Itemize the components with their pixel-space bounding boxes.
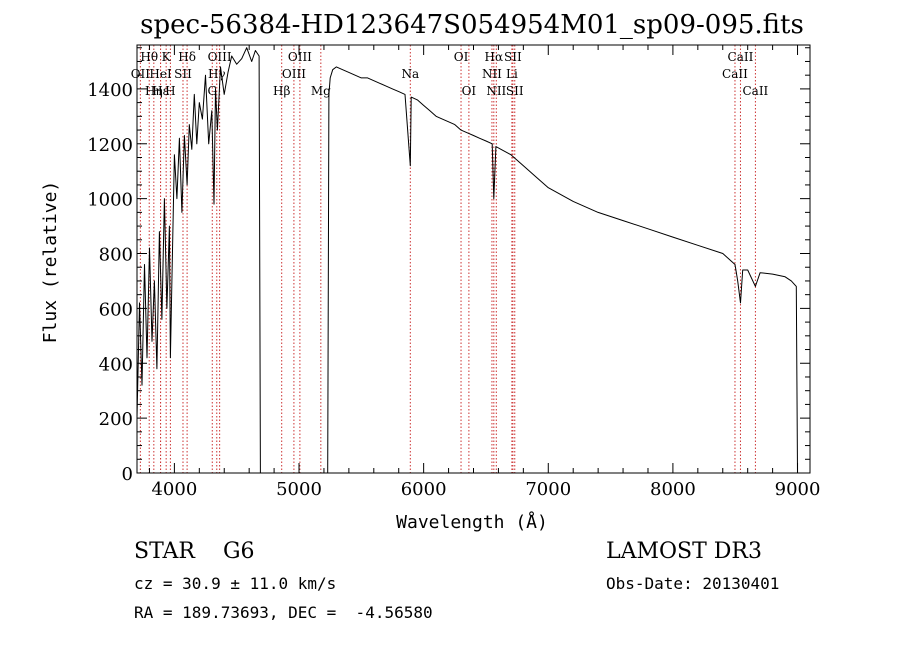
line-label-18: OI <box>462 84 477 98</box>
line-label-16: Na <box>401 67 419 81</box>
line-label-22: Li <box>506 67 518 81</box>
line-label-17: OI <box>454 50 469 64</box>
line-label-5: HeI <box>149 67 172 81</box>
line-label-27: CaII <box>742 84 768 98</box>
y-tick-label-1: 200 <box>99 409 133 430</box>
line-label-21: NII <box>482 67 502 81</box>
spectrum-layer <box>136 47 798 474</box>
line-marker-layer <box>139 45 756 473</box>
line-label-15: Mg <box>311 84 331 98</box>
y-tick-label-4: 800 <box>99 245 133 266</box>
line-label-10: Hγ <box>208 67 226 81</box>
spectrum-line <box>136 47 798 474</box>
y-tick-label-7: 1400 <box>87 80 133 101</box>
y-tick-label-3: 600 <box>99 299 133 320</box>
y-tick-label-5: 1000 <box>87 190 133 211</box>
x-tick-label-3: 7000 <box>525 479 571 500</box>
line-label-23: NII <box>486 84 506 98</box>
line-label-25: CaII <box>728 50 754 64</box>
x-axis-label: Wavelength (Å) <box>396 511 548 533</box>
line-label-2: Hη <box>145 84 163 98</box>
line-label-7: H <box>165 84 175 98</box>
line-label-20: SII <box>504 50 522 64</box>
line-label-12: OIII <box>288 50 312 64</box>
x-tick-label-4: 8000 <box>650 479 696 500</box>
chart-title: spec-56384-HD123647S054954M01_sp09-095.f… <box>140 10 804 40</box>
obs-date: Obs-Date: 20130401 <box>606 574 780 593</box>
y-tick-label-0: 0 <box>122 464 133 485</box>
x-tick-label-1: 5000 <box>276 479 322 500</box>
y-tick-label-6: 1200 <box>87 135 133 156</box>
y-tick-label-2: 400 <box>99 354 133 375</box>
coordinates-readout: RA = 189.73693, DEC = -4.56580 <box>134 603 433 622</box>
line-label-14: Hβ <box>273 84 290 98</box>
axes-layer: 4000 5000 6000 7000 8000 9000 0 200 400 600 800 100… <box>87 44 821 500</box>
line-label-11: G <box>207 84 217 98</box>
line-label-13: OIII <box>282 67 306 81</box>
line-label-24: SII <box>506 84 524 98</box>
redshift-readout: cz = 30.9 ± 11.0 km/s <box>134 574 337 593</box>
line-label-6: SII <box>174 67 192 81</box>
y-axis-label: Flux (relative) <box>40 181 61 344</box>
line-label-4: K <box>162 50 172 64</box>
line-label-9: OIII <box>208 50 232 64</box>
line-label-26: CaII <box>722 67 748 81</box>
x-tick-label-0: 4000 <box>151 479 197 500</box>
line-label-1: OII <box>131 67 151 81</box>
object-class: STAR G6 <box>134 539 255 564</box>
survey-name: LAMOST DR3 <box>606 539 762 564</box>
line-label-0: Hθ <box>140 50 158 64</box>
line-label-19: Hα <box>485 50 504 64</box>
x-tick-label-2: 6000 <box>401 479 447 500</box>
plot-frame <box>136 44 811 474</box>
line-label-8: Hδ <box>178 50 196 64</box>
x-tick-label-5: 9000 <box>775 479 821 500</box>
line-label-3: Hε <box>152 84 169 98</box>
